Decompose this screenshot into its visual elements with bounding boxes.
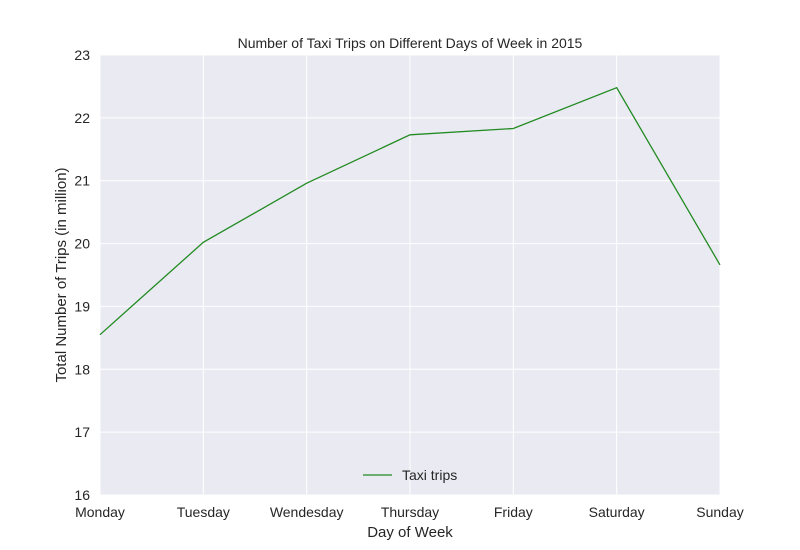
- y-tick-label: 22: [74, 110, 90, 126]
- series-line-taxi-trips: [99, 86, 721, 336]
- x-tick-label: Monday: [75, 504, 125, 520]
- x-tick-label: Wendesday: [270, 504, 344, 520]
- y-tick-label: 16: [74, 487, 90, 503]
- x-tick-label: Tuesday: [177, 504, 230, 520]
- y-tick-labels: 16 17 18 19 20 21 22 23: [74, 47, 90, 503]
- chart-title: Number of Taxi Trips on Different Days o…: [238, 35, 583, 51]
- y-tick-label: 19: [74, 298, 90, 314]
- x-tick-label: Sunday: [696, 504, 743, 520]
- x-axis-label: Day of Week: [367, 524, 453, 541]
- series-lines: [99, 86, 721, 336]
- y-axis-label: Total Number of Trips (in million): [53, 167, 70, 382]
- y-tick-label: 20: [74, 236, 90, 252]
- y-tick-label: 17: [74, 424, 90, 440]
- legend-label-taxi-trips: Taxi trips: [402, 467, 457, 483]
- x-tick-label: Saturday: [589, 504, 645, 520]
- legend: Taxi trips: [363, 467, 457, 483]
- x-tick-labels: Monday Tuesday Wendesday Thursday Friday Satu…: [75, 504, 744, 520]
- grid-lines: [99, 54, 721, 496]
- x-tick-label: Thursday: [381, 504, 439, 520]
- x-tick-label: Friday: [494, 504, 533, 520]
- y-tick-label: 21: [74, 173, 90, 189]
- y-tick-label: 18: [74, 361, 90, 377]
- y-tick-label: 23: [74, 47, 90, 63]
